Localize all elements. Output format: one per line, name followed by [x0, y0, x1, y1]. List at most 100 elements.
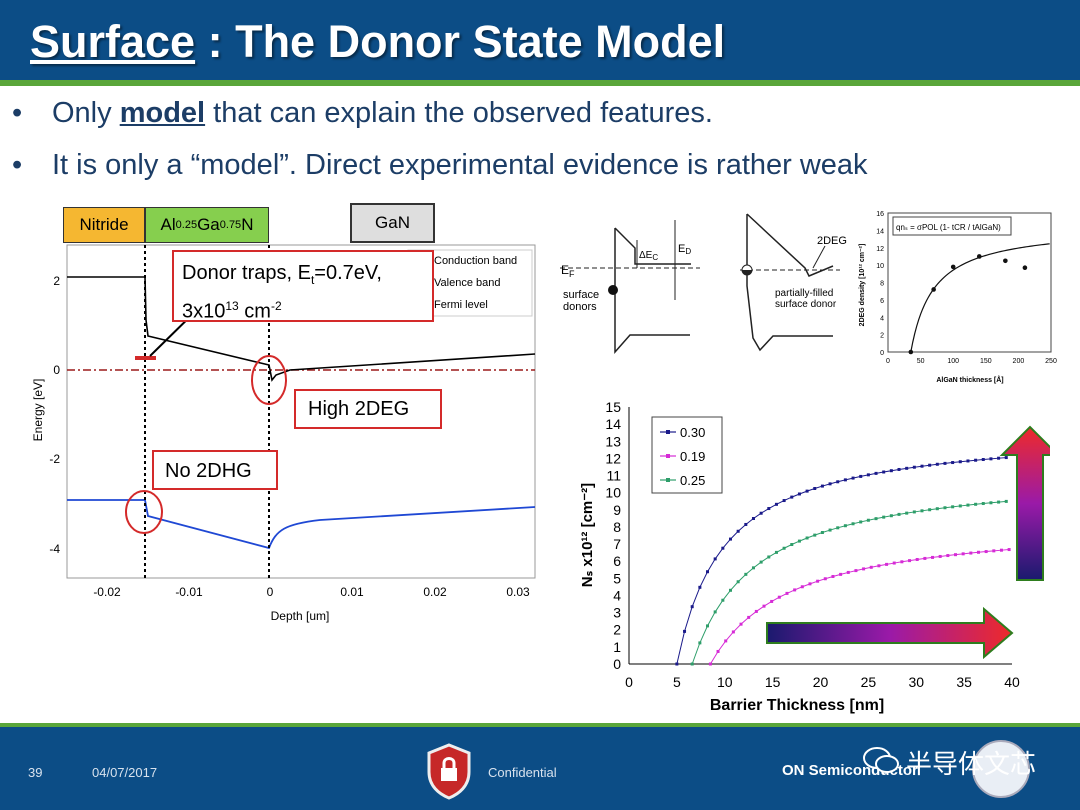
- confidential-label: Confidential: [488, 765, 557, 780]
- ns-series-point: [683, 629, 687, 633]
- ns-ytick: 15: [605, 399, 621, 415]
- ns-series-point: [836, 526, 840, 530]
- band-xtick: -0.02: [93, 585, 121, 599]
- ns-series-point: [843, 524, 847, 528]
- ns-series-point: [928, 463, 932, 467]
- ns-legend-label: 0.19: [680, 449, 705, 464]
- ns-ytick: 2: [613, 622, 621, 638]
- ns-series-point: [816, 579, 820, 583]
- band-xtick: 0.01: [340, 585, 364, 599]
- ns-series-point: [744, 522, 748, 526]
- density-ylabel: 2DEG density [10¹² cm⁻²]: [859, 244, 866, 327]
- ns-ytick: 1: [613, 639, 621, 655]
- density-ytick: 14: [876, 228, 884, 235]
- ns-series-point: [851, 476, 855, 480]
- band-xtick: 0.02: [423, 585, 447, 599]
- ns-series-point: [862, 567, 866, 571]
- density-plot-frame: [887, 212, 1052, 353]
- surface-donor-dot: [608, 285, 618, 295]
- page-number: 39: [28, 765, 43, 780]
- ns-series-point: [966, 459, 970, 463]
- ns-series-point: [931, 555, 935, 559]
- ns-series-point: [790, 543, 794, 547]
- ns-series-point: [920, 464, 924, 468]
- ns-series-point: [836, 480, 840, 484]
- ns-ytick: 4: [613, 587, 621, 603]
- density-ytick: 6: [880, 298, 884, 305]
- ns-series-point: [690, 662, 694, 666]
- ns-ytick: 8: [613, 519, 621, 535]
- density-point: [1003, 258, 1008, 264]
- legend-fermi: Fermi level: [434, 299, 488, 311]
- ns-series-point: [813, 533, 817, 537]
- ns-series-point: [892, 561, 896, 565]
- ns-series-point: [744, 572, 748, 576]
- band-ytick: -4: [49, 542, 60, 556]
- ns-ytick: 12: [605, 450, 621, 466]
- ns-series-point: [997, 456, 1001, 460]
- ns-series-point: [713, 557, 717, 561]
- ns-series-point: [828, 482, 832, 486]
- ns-series-point: [923, 556, 927, 560]
- ns-series-point: [869, 565, 873, 569]
- density-point: [976, 254, 982, 259]
- density-xlabel: AlGaN thickness [Å]: [936, 375, 1003, 384]
- algan-tag: Al 0.25 Ga 0.75 N: [145, 207, 269, 243]
- ns-series-point: [974, 502, 978, 506]
- ns-series-point: [831, 574, 835, 578]
- density-ytick: 8: [880, 281, 884, 288]
- ns-series-point: [706, 624, 710, 628]
- ns-series-point: [716, 649, 720, 653]
- ns-legend-label: 0.25: [680, 473, 705, 488]
- ns-series-point: [951, 505, 955, 509]
- ns-series-point: [966, 503, 970, 507]
- no-2dhg-callout: No 2DHG: [152, 450, 278, 490]
- band-xtick: 0: [267, 585, 274, 599]
- ns-series-point: [943, 506, 947, 510]
- band-ytick: 2: [53, 274, 60, 288]
- ns-series-point: [846, 570, 850, 574]
- surface-donor-schematic: EF ΔEC ED surface donors: [560, 220, 700, 354]
- ns-series-point: [997, 500, 1001, 504]
- title-accent-line: [0, 80, 1080, 86]
- ns-series-point: [762, 604, 766, 608]
- formula-label: qnₛ = σPOL (1- tCR / tAlGaN): [896, 223, 1001, 232]
- ns-series-point: [675, 662, 679, 666]
- ns-series-point: [706, 570, 710, 574]
- partially-label: partially-filled: [775, 288, 833, 299]
- density-xtick: 150: [980, 358, 992, 365]
- title-underlined-word: Surface: [30, 16, 196, 67]
- band-ytick: -2: [49, 452, 60, 466]
- band-plot-frame: [66, 244, 536, 579]
- delta-ec-label: ΔEC: [639, 250, 658, 262]
- ns-series-point: [823, 577, 827, 581]
- ns-series-point: [992, 549, 996, 553]
- ns-series-point: [974, 458, 978, 462]
- ns-series-point: [981, 502, 985, 506]
- ns-series-point: [736, 529, 740, 533]
- ns-series-point: [839, 572, 843, 576]
- density-xtick: 50: [917, 358, 925, 365]
- ns-series-point: [882, 470, 886, 474]
- footer-date: 04/07/2017: [92, 765, 158, 780]
- ns-series-point: [698, 585, 702, 589]
- nitride-tag: Nitride: [63, 207, 145, 243]
- ns-series-point: [751, 566, 755, 570]
- ns-ytick: 6: [613, 553, 621, 569]
- slide-title: Surface : The Donor State Model: [30, 16, 725, 68]
- bullet-1-emphasis: model: [119, 97, 206, 129]
- density-point: [1022, 265, 1028, 271]
- footer-accent-line: [0, 723, 1080, 728]
- ns-ylabel: Nₛ x10¹² [cm⁻²]: [579, 483, 596, 587]
- ns-series-point: [767, 507, 771, 511]
- ns-series-point: [900, 560, 904, 564]
- ns-ytick: 14: [605, 416, 621, 432]
- ns-series-point: [736, 580, 740, 584]
- band-xtick: 0.03: [506, 585, 530, 599]
- ns-series-point: [958, 460, 962, 464]
- ns-legend-label: 0.30: [680, 425, 705, 440]
- ns-series-point: [851, 522, 855, 526]
- bullet-2: • It is only a “model”. Direct experiment…: [12, 149, 868, 181]
- thickness-increase-arrow: [766, 606, 1014, 660]
